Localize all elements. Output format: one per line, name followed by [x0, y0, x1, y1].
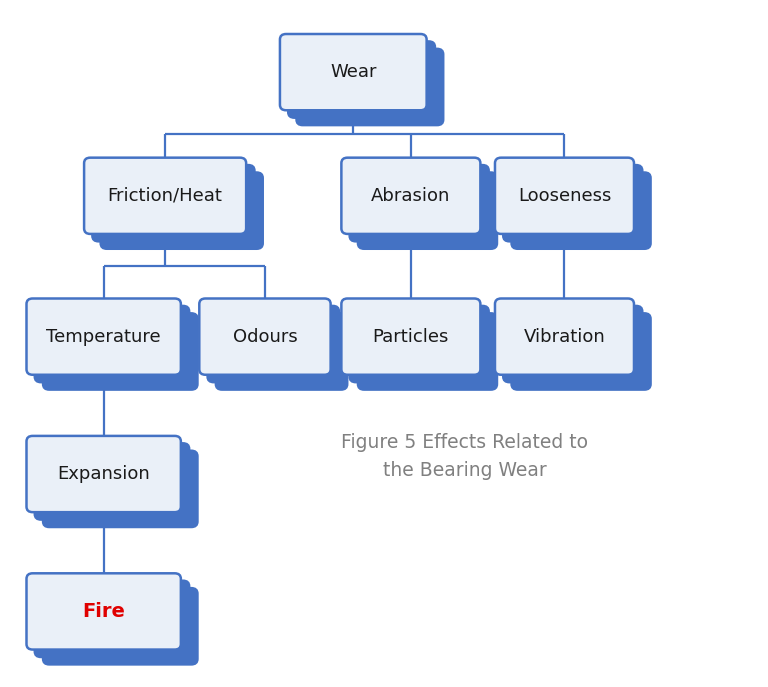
FancyBboxPatch shape — [280, 34, 427, 110]
Text: Looseness: Looseness — [518, 187, 611, 205]
Text: Odours: Odours — [233, 328, 297, 346]
FancyBboxPatch shape — [495, 158, 634, 234]
FancyBboxPatch shape — [92, 165, 254, 241]
FancyBboxPatch shape — [341, 158, 481, 234]
FancyBboxPatch shape — [349, 165, 488, 241]
Text: Abrasion: Abrasion — [371, 187, 451, 205]
FancyBboxPatch shape — [349, 306, 488, 382]
FancyBboxPatch shape — [43, 451, 197, 527]
FancyBboxPatch shape — [35, 443, 189, 519]
FancyBboxPatch shape — [503, 165, 642, 241]
Text: Expansion: Expansion — [58, 465, 150, 483]
FancyBboxPatch shape — [27, 573, 181, 650]
FancyBboxPatch shape — [35, 306, 189, 382]
Text: Temperature: Temperature — [46, 328, 161, 346]
Text: Particles: Particles — [372, 328, 449, 346]
FancyBboxPatch shape — [511, 172, 650, 249]
FancyBboxPatch shape — [503, 306, 642, 382]
FancyBboxPatch shape — [358, 313, 497, 390]
Text: Vibration: Vibration — [524, 328, 605, 346]
FancyBboxPatch shape — [495, 298, 634, 374]
FancyBboxPatch shape — [341, 298, 481, 374]
FancyBboxPatch shape — [43, 313, 197, 390]
FancyBboxPatch shape — [101, 172, 263, 249]
FancyBboxPatch shape — [35, 581, 189, 657]
FancyBboxPatch shape — [288, 41, 435, 117]
FancyBboxPatch shape — [358, 172, 497, 249]
Text: Wear: Wear — [330, 63, 376, 81]
FancyBboxPatch shape — [216, 313, 347, 390]
FancyBboxPatch shape — [84, 158, 246, 234]
FancyBboxPatch shape — [296, 49, 443, 125]
FancyBboxPatch shape — [511, 313, 650, 390]
Text: Figure 5 Effects Related to
the Bearing Wear: Figure 5 Effects Related to the Bearing … — [341, 433, 588, 480]
Text: Fire: Fire — [82, 602, 125, 621]
FancyBboxPatch shape — [207, 306, 339, 382]
FancyBboxPatch shape — [199, 298, 330, 374]
Text: Friction/Heat: Friction/Heat — [108, 187, 223, 205]
FancyBboxPatch shape — [27, 298, 181, 374]
FancyBboxPatch shape — [43, 588, 197, 664]
FancyBboxPatch shape — [27, 436, 181, 513]
